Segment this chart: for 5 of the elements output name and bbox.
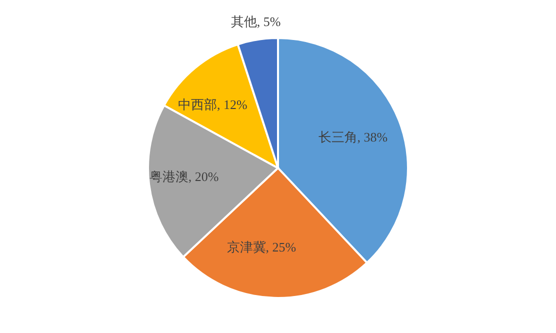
slice-label: 长三角, 38% [318,129,388,144]
slice-label: 其他, 5% [230,14,281,29]
slice-label: 京津冀, 25% [226,240,296,255]
slice-label: 中西部, 12% [178,96,248,112]
slice-label: 粤港澳, 20% [149,169,219,184]
